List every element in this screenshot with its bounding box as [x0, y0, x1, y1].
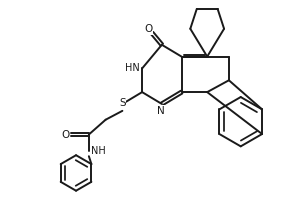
Text: HN: HN — [125, 63, 140, 73]
Text: NH: NH — [91, 146, 106, 156]
Text: O: O — [144, 24, 152, 34]
Text: N: N — [157, 106, 165, 116]
Text: S: S — [119, 98, 126, 108]
Text: O: O — [61, 130, 69, 140]
